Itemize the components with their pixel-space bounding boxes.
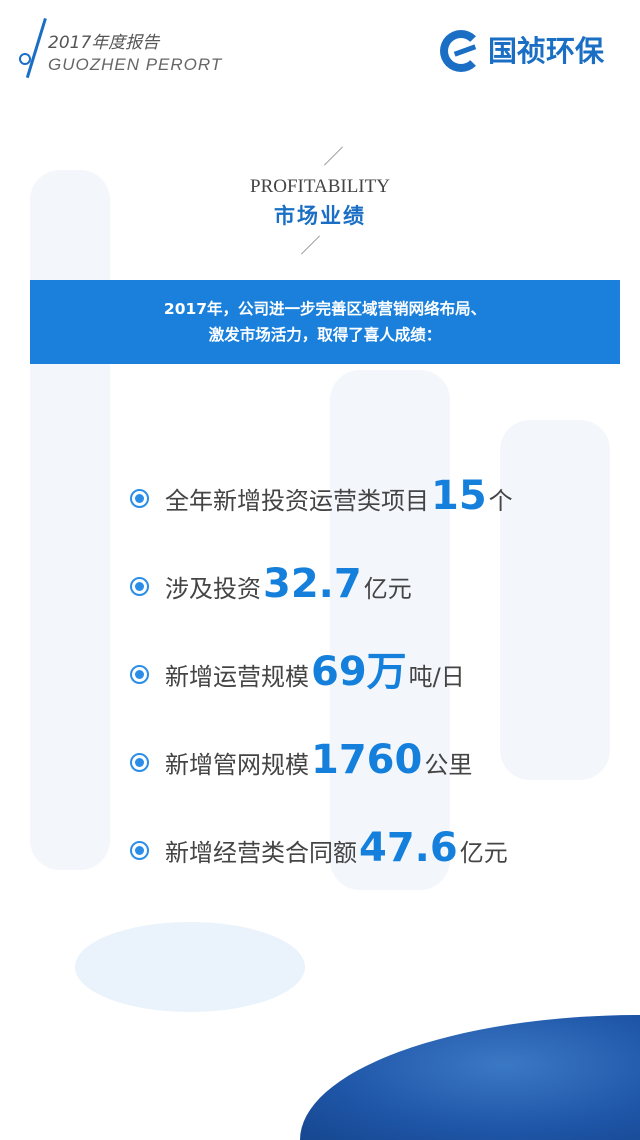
item-label: 新增经营类合同额 [165,839,357,867]
bullet-icon [130,753,149,772]
list-item: 新增管网规模 1760 公里 [130,736,472,789]
bullet-icon [130,665,149,684]
section-title-en: PROFITABILITY [250,176,390,197]
bullet-icon [130,489,149,508]
company-logo: 国祯环保 [440,30,604,72]
banner-line: 激发市场活力，取得了喜人成绩： [208,326,442,344]
item-label: 新增运营规模 [165,663,309,691]
bullet-icon [130,841,149,860]
item-label: 新增管网规模 [165,751,309,779]
report-year-title: 2017年度报告 [48,33,160,53]
intro-banner: 2017年，公司进一步完善区域营销网络布局、 激发市场活力，取得了喜人成绩： [30,280,620,364]
background-calligraphy [330,370,450,890]
report-subtitle: GUOZHEN PERORT [48,55,223,74]
background-calligraphy [30,170,110,870]
item-unit: 亿元 [363,575,412,603]
item-label: 全年新增投资运营类项目 [165,487,429,515]
item-value: 15 [431,473,487,519]
item-unit: 吨/日 [408,663,465,691]
logo-mark-icon [440,30,482,72]
list-item: 新增经营类合同额 47.6 亿元 [130,824,508,877]
item-unit: 亿元 [459,839,508,867]
header-divider [25,18,47,79]
section-title-cn: 市场业绩 [274,204,366,228]
item-unit: 个 [488,487,513,515]
list-item: 新增运营规模 69万 吨/日 [130,648,465,701]
item-value: 47.6 [359,825,458,871]
background-calligraphy [500,420,610,780]
ring-icon [19,53,31,65]
item-unit: 公里 [424,751,473,779]
item-value: 69万 [311,649,407,695]
decor-slash [323,146,344,166]
item-value: 1760 [311,737,423,783]
logo-text: 国祯环保 [488,34,605,68]
list-item: 涉及投资 32.7 亿元 [130,560,412,613]
item-label: 涉及投资 [165,575,261,603]
decor-ellipse [75,922,305,1012]
banner-line: 2017年，公司进一步完善区域营销网络布局、 [163,300,487,318]
list-item: 全年新增投资运营类项目 15 个 [130,472,513,525]
item-value: 32.7 [263,561,362,607]
bullet-icon [130,577,149,596]
sea-wave-image [300,1015,640,1140]
decor-slash [300,235,321,255]
